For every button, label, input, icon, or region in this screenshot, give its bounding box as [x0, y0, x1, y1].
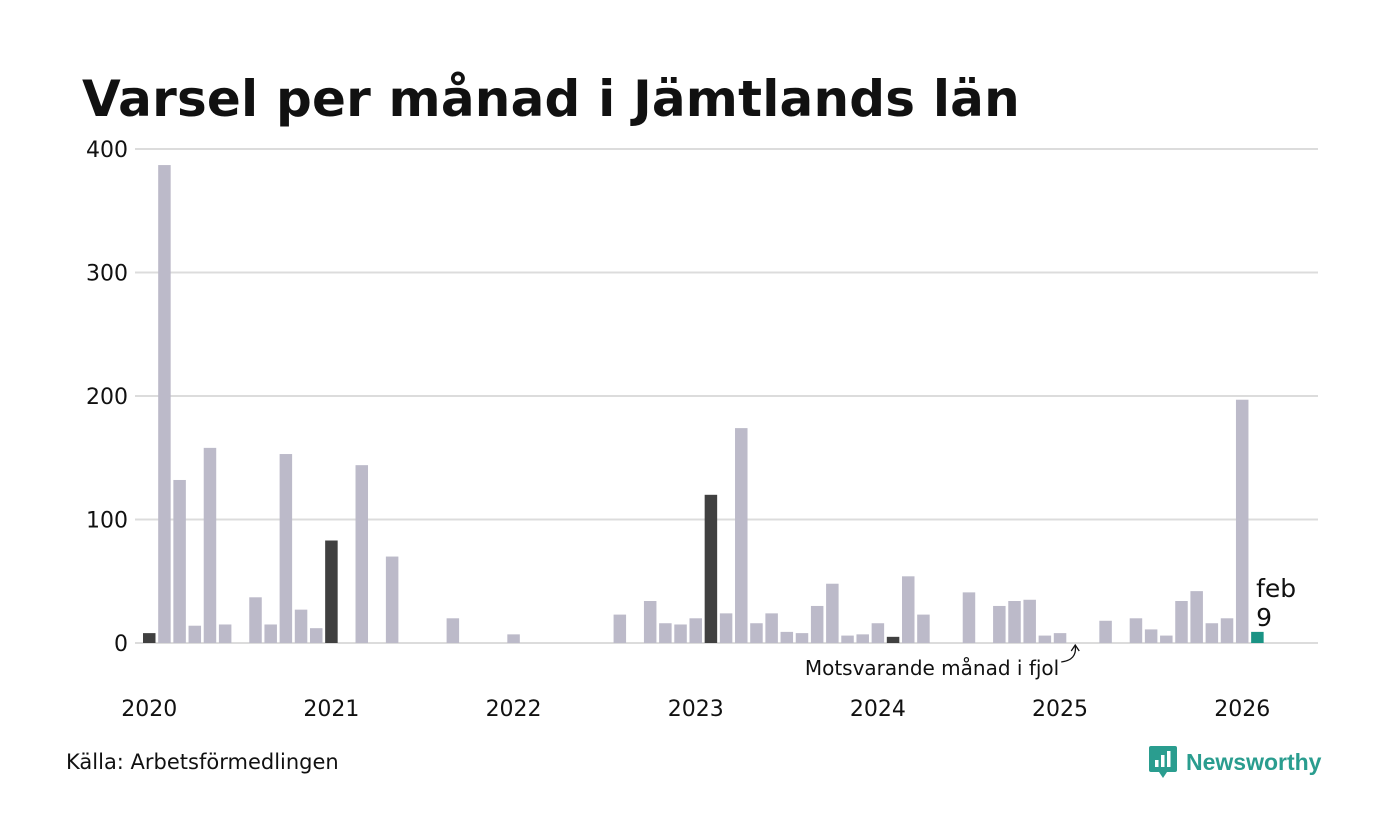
x-tick-label: 2022: [486, 697, 542, 722]
bar: [917, 614, 930, 643]
bar: [309, 628, 323, 643]
bar: [993, 605, 1006, 643]
bar: [325, 540, 338, 643]
x-axis-ticks: 2020 2021 2022 2023 2024 2025 2026: [121, 697, 1270, 722]
x-tick-label: 2020: [121, 697, 177, 722]
x-tick-label: 2023: [668, 697, 724, 722]
bar: [158, 165, 171, 643]
source-note: Källa: Arbetsförmedlingen: [66, 750, 339, 774]
bar: [1251, 631, 1264, 643]
bar: [902, 576, 915, 643]
x-tick-label: 2024: [850, 697, 906, 722]
bar: [674, 624, 687, 643]
bar: [643, 601, 657, 643]
x-tick-label: 2026: [1214, 697, 1270, 722]
annotation-arrowhead: [1070, 643, 1080, 652]
bar: [750, 623, 763, 643]
bar: [294, 609, 308, 643]
bar: [1175, 601, 1188, 643]
last-year-annotation: Motsvarande månad i fjol: [805, 656, 1059, 680]
current-value-label: 9: [1256, 603, 1272, 632]
bar: [203, 447, 217, 643]
x-tick-label: 2025: [1032, 697, 1088, 722]
bar: [1129, 618, 1143, 643]
y-tick-label: 100: [86, 509, 128, 534]
bar: [659, 623, 672, 643]
bar: [188, 625, 202, 643]
y-tick-label: 400: [86, 138, 128, 163]
bar: [1038, 635, 1052, 643]
brand-name: Newsworthy: [1186, 748, 1322, 775]
bar: [704, 494, 718, 643]
bar: [1023, 599, 1036, 643]
bar: [613, 614, 627, 643]
bar: [507, 634, 520, 643]
bar: [1053, 633, 1067, 643]
bar: [1160, 635, 1173, 643]
bar: [279, 454, 293, 643]
bar: [1008, 601, 1021, 643]
y-tick-label: 200: [86, 385, 128, 410]
bar: [249, 597, 262, 643]
current-month-label: feb: [1256, 574, 1296, 603]
y-tick-label: 300: [86, 262, 128, 287]
bar: [218, 624, 232, 643]
bar: [735, 428, 748, 643]
x-tick-label: 2021: [303, 697, 359, 722]
bar: [810, 605, 824, 643]
bar: [795, 633, 809, 643]
bar: [143, 633, 156, 643]
brand-logo: Newsworthy: [1148, 744, 1321, 780]
y-tick-label: 0: [114, 632, 128, 657]
bar: [1144, 629, 1158, 643]
bar: [719, 613, 733, 643]
bar: [886, 636, 900, 643]
bar: [1190, 591, 1203, 643]
bar: [1235, 399, 1249, 643]
bar: [856, 634, 869, 643]
bar: [446, 618, 460, 643]
y-axis-ticks: 0 100 200 300 400: [86, 138, 128, 657]
bar: [355, 465, 369, 643]
bar: [841, 635, 854, 643]
bar: [826, 583, 839, 643]
grid-lines: [135, 148, 1318, 644]
chart-title: Varsel per månad i Jämtlands län: [82, 70, 1020, 128]
bar: [765, 613, 778, 643]
bar: [1099, 620, 1112, 643]
bar: [780, 631, 794, 643]
bars: [143, 165, 1264, 643]
bar: [962, 592, 976, 643]
bar: [173, 479, 186, 643]
bar: [385, 556, 399, 643]
bar: [689, 618, 702, 643]
bar: [1205, 623, 1219, 643]
annotation-arrow: [1061, 645, 1077, 663]
newsworthy-logo-icon: [1149, 746, 1177, 778]
bar: [264, 624, 277, 643]
bar: [871, 623, 885, 643]
bar: [1220, 618, 1234, 643]
